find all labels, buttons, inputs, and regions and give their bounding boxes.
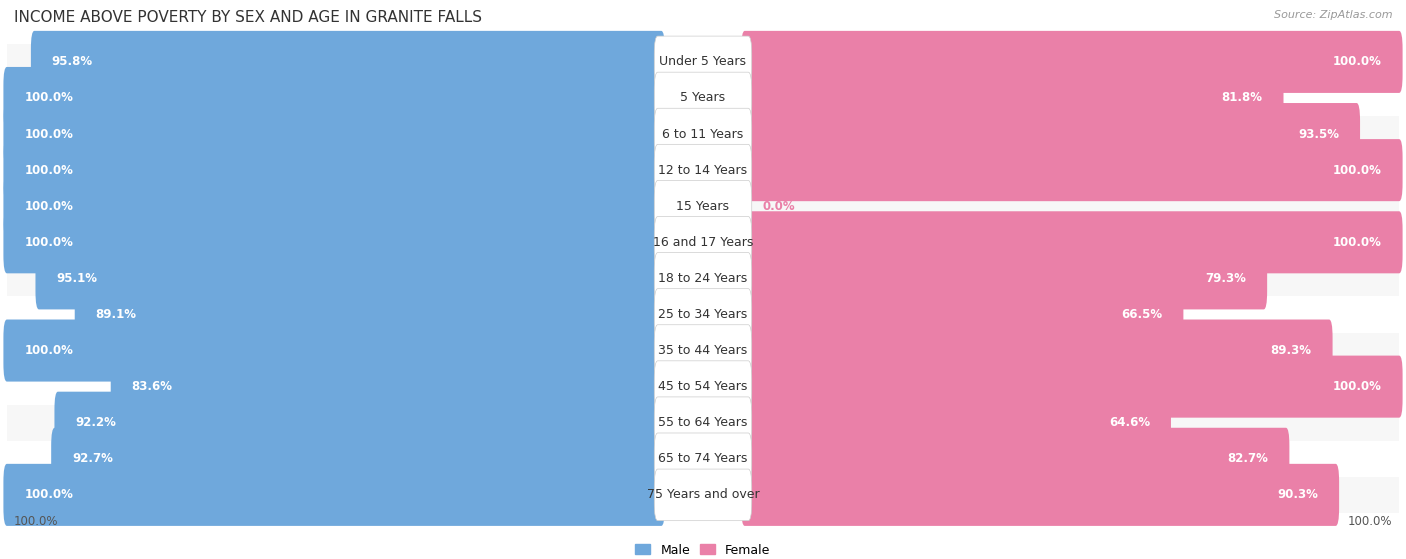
FancyBboxPatch shape: [7, 368, 1399, 405]
Text: 100.0%: 100.0%: [1333, 55, 1382, 68]
Text: 55 to 64 Years: 55 to 64 Years: [658, 416, 748, 429]
FancyBboxPatch shape: [7, 260, 1399, 296]
Text: 100.0%: 100.0%: [24, 164, 73, 177]
Text: 100.0%: 100.0%: [1347, 515, 1392, 528]
FancyBboxPatch shape: [654, 397, 752, 448]
FancyBboxPatch shape: [3, 175, 665, 237]
Text: 5 Years: 5 Years: [681, 92, 725, 105]
Text: 100.0%: 100.0%: [24, 200, 73, 213]
Text: 81.8%: 81.8%: [1222, 92, 1263, 105]
FancyBboxPatch shape: [741, 247, 1267, 310]
FancyBboxPatch shape: [31, 31, 665, 93]
FancyBboxPatch shape: [741, 103, 1360, 165]
FancyBboxPatch shape: [3, 320, 665, 382]
FancyBboxPatch shape: [741, 428, 1289, 490]
Text: 100.0%: 100.0%: [24, 92, 73, 105]
Text: 66.5%: 66.5%: [1122, 308, 1163, 321]
Text: 25 to 34 Years: 25 to 34 Years: [658, 308, 748, 321]
FancyBboxPatch shape: [7, 405, 1399, 440]
FancyBboxPatch shape: [7, 188, 1399, 224]
Text: 100.0%: 100.0%: [24, 236, 73, 249]
Text: 92.7%: 92.7%: [72, 452, 112, 465]
FancyBboxPatch shape: [3, 211, 665, 273]
Text: 92.2%: 92.2%: [76, 416, 117, 429]
Text: 100.0%: 100.0%: [1333, 164, 1382, 177]
Text: 89.1%: 89.1%: [96, 308, 136, 321]
Text: 89.3%: 89.3%: [1271, 344, 1312, 357]
FancyBboxPatch shape: [654, 36, 752, 88]
FancyBboxPatch shape: [7, 477, 1399, 513]
FancyBboxPatch shape: [654, 253, 752, 304]
FancyBboxPatch shape: [654, 72, 752, 124]
FancyBboxPatch shape: [654, 144, 752, 196]
Text: 6 to 11 Years: 6 to 11 Years: [662, 127, 744, 140]
FancyBboxPatch shape: [35, 247, 665, 310]
FancyBboxPatch shape: [75, 283, 665, 345]
FancyBboxPatch shape: [3, 67, 665, 129]
FancyBboxPatch shape: [654, 181, 752, 232]
Text: 12 to 14 Years: 12 to 14 Years: [658, 164, 748, 177]
FancyBboxPatch shape: [7, 44, 1399, 80]
Text: 35 to 44 Years: 35 to 44 Years: [658, 344, 748, 357]
FancyBboxPatch shape: [3, 139, 665, 201]
FancyBboxPatch shape: [654, 361, 752, 413]
Text: 16 and 17 Years: 16 and 17 Years: [652, 236, 754, 249]
FancyBboxPatch shape: [111, 356, 665, 418]
FancyBboxPatch shape: [7, 80, 1399, 116]
FancyBboxPatch shape: [741, 356, 1403, 418]
Text: 18 to 24 Years: 18 to 24 Years: [658, 272, 748, 285]
FancyBboxPatch shape: [654, 325, 752, 376]
FancyBboxPatch shape: [7, 440, 1399, 477]
FancyBboxPatch shape: [654, 216, 752, 268]
Text: 100.0%: 100.0%: [24, 344, 73, 357]
FancyBboxPatch shape: [654, 288, 752, 340]
Text: 79.3%: 79.3%: [1205, 272, 1246, 285]
Text: 0.0%: 0.0%: [762, 200, 794, 213]
FancyBboxPatch shape: [7, 152, 1399, 188]
Text: 100.0%: 100.0%: [14, 515, 59, 528]
FancyBboxPatch shape: [741, 320, 1333, 382]
FancyBboxPatch shape: [741, 283, 1184, 345]
Text: 65 to 74 Years: 65 to 74 Years: [658, 452, 748, 465]
FancyBboxPatch shape: [7, 296, 1399, 333]
FancyBboxPatch shape: [741, 464, 1339, 526]
FancyBboxPatch shape: [654, 469, 752, 520]
FancyBboxPatch shape: [741, 67, 1284, 129]
FancyBboxPatch shape: [7, 224, 1399, 260]
Text: 100.0%: 100.0%: [24, 489, 73, 501]
Text: 83.6%: 83.6%: [132, 380, 173, 393]
Text: 64.6%: 64.6%: [1109, 416, 1150, 429]
FancyBboxPatch shape: [654, 433, 752, 485]
Text: 95.1%: 95.1%: [56, 272, 97, 285]
FancyBboxPatch shape: [7, 333, 1399, 368]
FancyBboxPatch shape: [7, 116, 1399, 152]
FancyBboxPatch shape: [51, 428, 665, 490]
FancyBboxPatch shape: [741, 392, 1171, 454]
Text: 100.0%: 100.0%: [24, 127, 73, 140]
FancyBboxPatch shape: [654, 108, 752, 160]
Text: 95.8%: 95.8%: [52, 55, 93, 68]
Text: 75 Years and over: 75 Years and over: [647, 489, 759, 501]
Text: 82.7%: 82.7%: [1227, 452, 1268, 465]
Text: 93.5%: 93.5%: [1298, 127, 1339, 140]
Text: 100.0%: 100.0%: [1333, 380, 1382, 393]
Text: Under 5 Years: Under 5 Years: [659, 55, 747, 68]
FancyBboxPatch shape: [55, 392, 665, 454]
FancyBboxPatch shape: [741, 139, 1403, 201]
Text: INCOME ABOVE POVERTY BY SEX AND AGE IN GRANITE FALLS: INCOME ABOVE POVERTY BY SEX AND AGE IN G…: [14, 10, 482, 25]
FancyBboxPatch shape: [741, 211, 1403, 273]
Text: 15 Years: 15 Years: [676, 200, 730, 213]
Text: 45 to 54 Years: 45 to 54 Years: [658, 380, 748, 393]
FancyBboxPatch shape: [3, 103, 665, 165]
FancyBboxPatch shape: [3, 464, 665, 526]
Text: Source: ZipAtlas.com: Source: ZipAtlas.com: [1274, 10, 1392, 20]
FancyBboxPatch shape: [741, 31, 1403, 93]
Text: 90.3%: 90.3%: [1278, 489, 1319, 501]
Legend: Male, Female: Male, Female: [630, 538, 776, 559]
Text: 100.0%: 100.0%: [1333, 236, 1382, 249]
